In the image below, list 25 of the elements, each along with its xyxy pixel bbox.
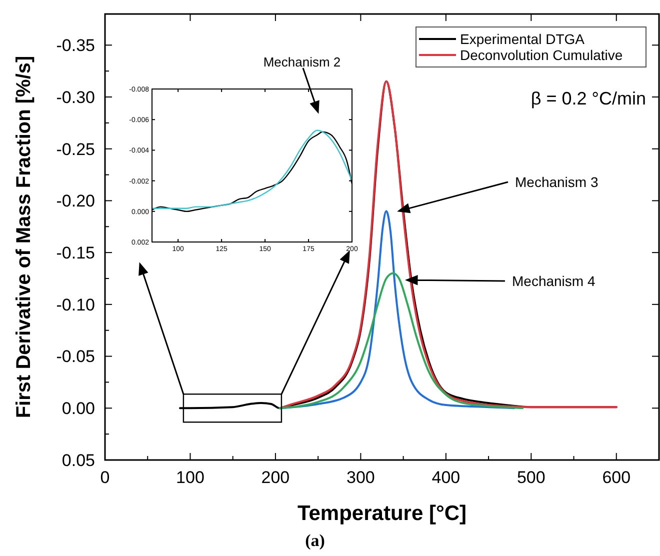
x-tick-label: 400 (432, 468, 460, 487)
y-tick-label: -0.05 (56, 347, 95, 366)
y-axis-title: First Derivative of Mass Fraction [%/s] (13, 56, 35, 418)
annotation: Mechanism 2 (263, 54, 341, 70)
y-tick-label: -0.35 (56, 36, 95, 56)
text: (a) (305, 530, 325, 550)
y-tick-label: -0.10 (56, 295, 95, 314)
y-tick-label: -0.20 (56, 192, 95, 211)
annotation: Mechanism 3 (515, 174, 598, 190)
x-tick-label: 0 (100, 468, 110, 487)
x-tick-label: 500 (516, 468, 546, 487)
annotation: β = 0.2 °C/min (530, 88, 646, 108)
x-tick-label: 300 (346, 468, 375, 487)
y-tick-label: 0.05 (62, 450, 95, 470)
legend-label: Experimental DTGA (460, 30, 586, 47)
x-tick-label: 200 (261, 468, 290, 487)
y-tick-label: -0.25 (56, 140, 95, 159)
y-tick-label: -0.15 (56, 244, 95, 263)
x-tick-label: 100 (176, 468, 204, 487)
legend-label: Deconvolution Cumulative (460, 46, 623, 63)
x-tick-label: 600 (602, 468, 631, 487)
x-axis-title: Temperature [°C] (297, 502, 467, 525)
y-tick-label: 0.00 (62, 399, 95, 418)
annotation: Mechanism 4 (512, 272, 596, 289)
y-tick-label: -0.30 (56, 88, 95, 107)
